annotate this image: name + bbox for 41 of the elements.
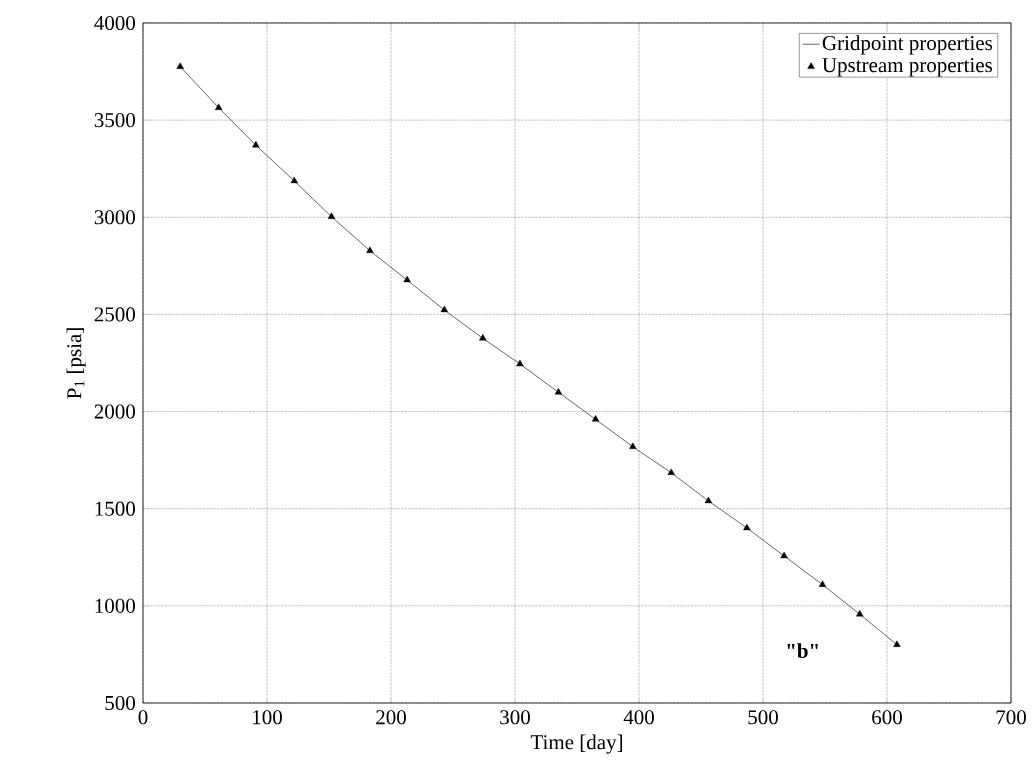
point [629,442,637,449]
y-tick-label: 4000 [94,15,136,31]
x-tick-label: 700 [996,710,1026,725]
legend-label: Gridpoint properties [822,35,993,55]
legend-label: Upstream properties [822,58,993,77]
x-tick-label: 600 [872,710,902,725]
point [214,103,223,110]
point [780,551,788,559]
point [893,640,901,647]
point [591,415,600,422]
x-axis-title: Time [day] [530,734,623,754]
x-tick-label: 400 [623,710,654,725]
point [366,246,374,253]
point [743,523,751,531]
point [856,610,864,617]
x-tick-label: 0 [138,710,148,725]
point [290,176,298,184]
point [327,212,336,219]
point [516,359,524,367]
y-tick-label: 500 [105,695,136,711]
point [554,388,563,395]
y-tick-label: 3500 [94,113,136,128]
x-tick-label: 200 [376,710,406,725]
y-tick-label: 3000 [94,210,136,225]
x-tick-label: 100 [253,710,282,725]
y-tick-label: 1500 [95,501,136,516]
point [667,468,675,475]
y-axis-title: P$_{1}$ [psia] [66,328,86,399]
x-tick-label: 500 [748,710,778,725]
y-tick-label: 2000 [94,404,136,419]
y-tick-label: 1000 [95,598,136,613]
point [403,275,411,283]
annotation: "b" [787,643,818,659]
point [479,334,487,341]
point [252,140,260,148]
y-tick-label: 2500 [94,307,136,322]
point [704,496,713,504]
x-tick-label: 300 [500,710,530,725]
point [440,305,448,313]
point [176,62,184,69]
point [818,580,827,587]
